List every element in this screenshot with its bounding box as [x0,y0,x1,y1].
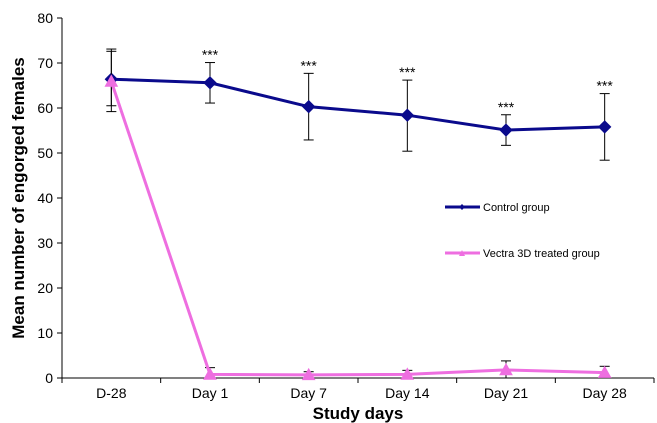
y-tick-label: 40 [37,190,53,206]
legend-label: Control group [483,202,550,214]
series-treated [104,50,612,381]
y-tick-label: 70 [37,55,53,71]
x-tick-label: Day 1 [192,385,229,401]
legend: Control group Vectra 3D treated group [445,202,600,260]
y-tick-label: 60 [37,100,53,116]
plot-area: *** *** *** *** *** [104,47,613,381]
data-point [104,74,119,87]
x-tick-label: Day 14 [385,385,430,401]
x-tick-label: Day 21 [484,385,529,401]
y-axis-title: Mean number of engorged females [9,57,28,339]
data-point [499,123,513,137]
legend-item: Control group [445,202,550,214]
x-tick-label: Day 7 [290,385,327,401]
significance-label: *** [300,57,317,73]
data-point [499,362,513,376]
series-control: *** *** *** *** *** [104,47,613,161]
data-point [400,367,415,380]
data-point [203,367,217,380]
y-tick-label: 50 [37,145,53,161]
y-tick-label: 30 [37,235,53,251]
y-tick-label: 20 [37,280,53,296]
y-tick-label: 80 [37,10,53,26]
y-tick-label: 0 [45,370,53,386]
significance-label: *** [202,47,219,63]
data-point [400,108,415,122]
y-tick-label: 10 [37,325,53,341]
significance-label: *** [596,78,613,94]
series-line [109,80,605,377]
significance-label: *** [399,64,416,80]
axes: 0 10 20 30 40 50 60 70 80 D-28 Day 1 Day 7 Day 14 Day… [37,10,655,401]
x-axis-title: Study days [313,404,404,423]
x-tick-label: Day 28 [582,385,627,401]
data-point [597,365,612,378]
legend-item: Vectra 3D treated group [445,248,600,260]
x-tick-label: D-28 [96,385,127,401]
legend-label: Vectra 3D treated group [483,248,600,260]
data-point [301,99,316,114]
series-line [111,77,605,132]
legend-marker [459,204,465,210]
data-point [597,120,612,134]
significance-label: *** [498,99,515,115]
data-point [203,76,217,90]
data-point [301,367,316,381]
legend-marker [459,250,465,256]
